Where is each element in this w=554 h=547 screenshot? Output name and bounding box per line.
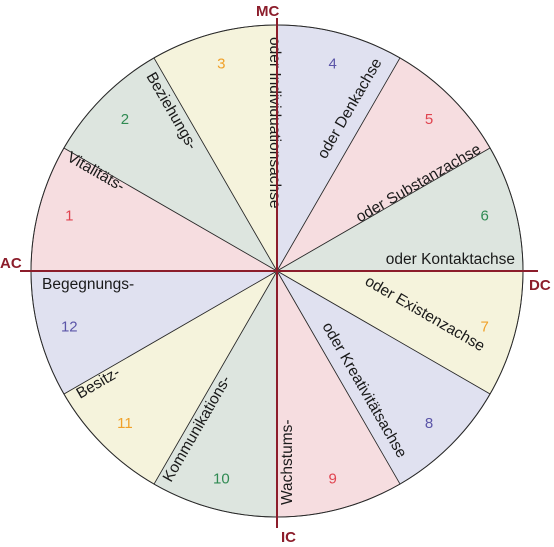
house-sectors <box>30 24 524 518</box>
house-number-6: 6 <box>481 207 489 224</box>
house-number-2: 2 <box>121 111 129 128</box>
house-label-7: oder Kontaktachse <box>386 251 515 268</box>
house-number-4: 4 <box>328 55 336 72</box>
house-number-9: 9 <box>328 471 336 488</box>
house-label-4: Wachstums- <box>279 419 296 505</box>
house-label-1: Begegnungs- <box>42 276 134 293</box>
house-label-10: oder Individuationsachse <box>266 37 283 208</box>
dc-label: DC <box>529 277 551 294</box>
ic-label: IC <box>281 529 296 546</box>
house-number-10: 10 <box>213 471 230 488</box>
house-number-7: 7 <box>481 319 489 336</box>
ac-label: AC <box>0 255 22 272</box>
house-number-1: 1 <box>65 207 73 224</box>
house-number-8: 8 <box>425 415 433 432</box>
house-number-5: 5 <box>425 111 433 128</box>
house-number-12: 12 <box>61 319 78 336</box>
mc-label: MC <box>256 3 279 20</box>
house-number-11: 11 <box>117 415 133 432</box>
house-number-3: 3 <box>217 55 225 72</box>
